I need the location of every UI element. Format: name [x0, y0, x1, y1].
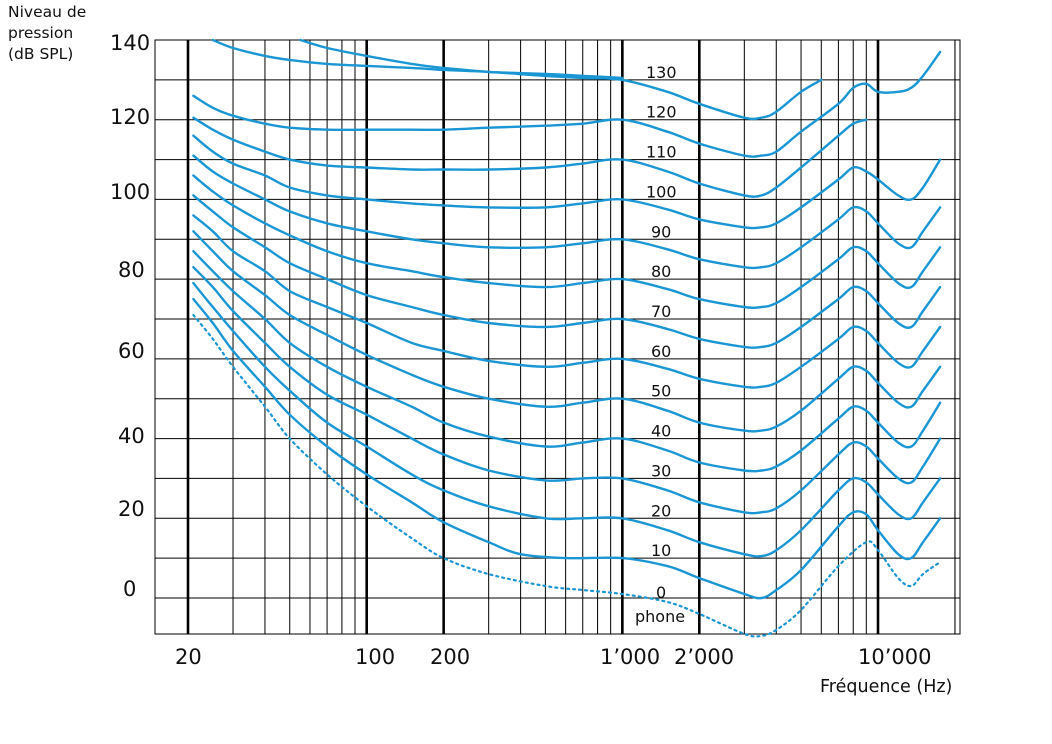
y-tick-label: 40: [118, 424, 145, 448]
curve-20-phon: [192, 281, 942, 558]
curve-10-phon: [192, 297, 942, 600]
y-tick-labels: 0 20 40 60 80 100 120 140: [110, 31, 150, 601]
curve-label-90: 90: [651, 222, 671, 241]
x-tick-label: 200: [430, 645, 470, 669]
curve-80-phon: [192, 174, 942, 309]
y-tick-label: 60: [118, 339, 145, 363]
x-axis-label: Fréquence (Hz): [820, 677, 953, 697]
y-axis-label: Niveau de pression (dB SPL): [8, 2, 86, 65]
curve-120-phon: [192, 50, 942, 158]
x-tick-label: 1’000: [600, 645, 660, 669]
curve-label-30: 30: [651, 461, 671, 480]
curve-30-phon: [192, 266, 942, 515]
curve-label-80: 80: [651, 262, 671, 281]
y-tick-label: 140: [110, 31, 150, 55]
curve-0-phon: [192, 313, 942, 638]
curves: [192, 38, 942, 638]
curve-100-phon: [192, 134, 942, 230]
y-tick-label: 20: [118, 497, 145, 521]
curve-label-60: 60: [651, 342, 671, 361]
unit-label: phone: [635, 607, 685, 626]
y-tick-label: 0: [123, 577, 136, 601]
y-tick-label: 120: [110, 105, 150, 129]
curve-110-phon: [192, 116, 868, 198]
curve-70-phon: [192, 194, 942, 349]
curve-label-130: 130: [646, 63, 677, 82]
curve-label-10: 10: [651, 541, 671, 560]
curve-140-phon: [299, 38, 624, 80]
curve-50-phon: [192, 230, 942, 433]
curve-label-70: 70: [651, 302, 671, 321]
x-tick-label: 100: [355, 645, 395, 669]
x-tick-label: 2’000: [674, 645, 734, 669]
x-tick-labels: 20 100 200 1’000 2’000 10’000: [175, 645, 931, 669]
curve-label-40: 40: [651, 422, 671, 441]
y-axis-label-line-3: (dB SPL): [8, 45, 74, 63]
y-axis-label-line-2: pression: [8, 24, 74, 42]
curve-label-20: 20: [651, 501, 671, 520]
curve-label-50: 50: [651, 382, 671, 401]
y-axis-label-line-1: Niveau de: [8, 3, 87, 21]
curve-60-phon: [192, 214, 942, 389]
curve-label-100: 100: [646, 182, 677, 201]
curve-40-phon: [192, 250, 942, 473]
y-tick-label: 80: [118, 258, 145, 282]
x-tick-label: 20: [175, 645, 202, 669]
y-tick-label: 100: [110, 180, 150, 204]
x-tick-label: 10’000: [858, 645, 931, 669]
curve-label-110: 110: [646, 143, 677, 162]
curve-130-phon: [211, 38, 823, 121]
curve-label-120: 120: [646, 103, 677, 122]
curve-90-phon: [192, 154, 942, 270]
curve-label-0: 0: [656, 583, 666, 602]
grid: [154, 39, 961, 635]
